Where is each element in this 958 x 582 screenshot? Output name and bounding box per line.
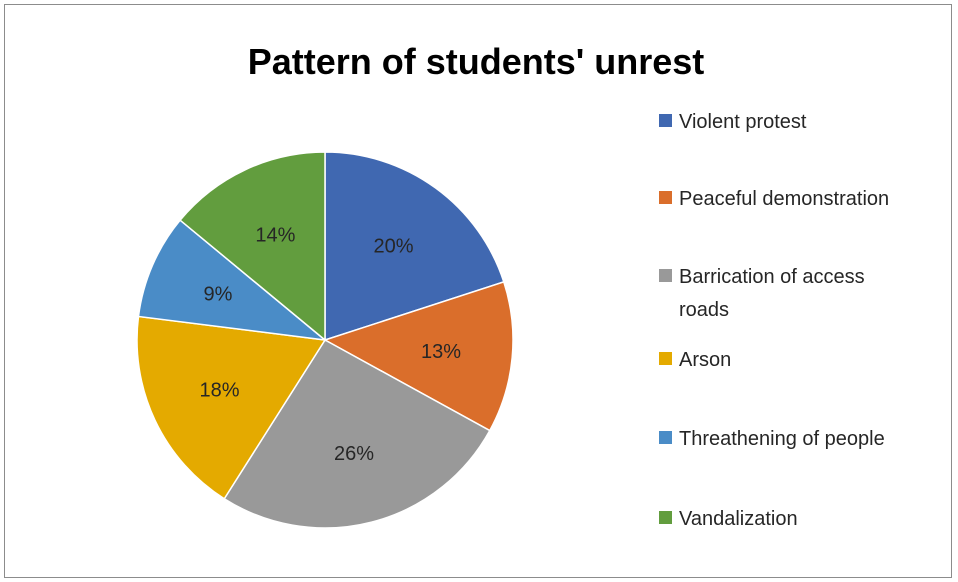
pie-slice-3 — [223, 339, 491, 529]
legend-swatch-3 — [659, 269, 672, 282]
legend-swatch-5 — [659, 431, 672, 444]
legend-swatch-1 — [659, 114, 672, 127]
legend-swatch-4 — [659, 352, 672, 365]
slice-label-3: 26% — [334, 443, 374, 465]
pie-slice-2 — [323, 280, 514, 432]
pie-slices — [136, 151, 514, 529]
legend-label-4: Arson — [679, 349, 731, 371]
pie-slice-1 — [324, 151, 505, 342]
pie-slice-6 — [179, 151, 326, 342]
slice-label-6: 14% — [255, 225, 295, 247]
legend-label-1: Violent protest — [679, 111, 807, 133]
slice-label-1: 20% — [373, 236, 413, 258]
legend-label-2: Peaceful demonstration — [679, 188, 889, 210]
slice-label-4: 18% — [199, 380, 239, 402]
legend-swatch-2 — [659, 191, 672, 204]
pie-slice-5 — [137, 219, 328, 342]
pie-slice-labels: 20% 13% 26% 18% 9% 14% — [199, 225, 461, 465]
legend-label-5: Threathening of people — [679, 428, 885, 450]
slice-label-5: 9% — [204, 284, 233, 306]
slice-label-2: 13% — [421, 341, 461, 363]
legend: Violent protest Peaceful demonstration Bar… — [659, 111, 889, 530]
legend-label-3: Barrication of access — [679, 266, 865, 288]
pie-slice-4 — [136, 315, 327, 500]
legend-swatch-6 — [659, 511, 672, 524]
legend-label-3-line-2: roads — [679, 299, 729, 321]
chart-title: Pattern of students' unrest — [248, 41, 705, 82]
legend-label-6: Vandalization — [679, 508, 798, 530]
